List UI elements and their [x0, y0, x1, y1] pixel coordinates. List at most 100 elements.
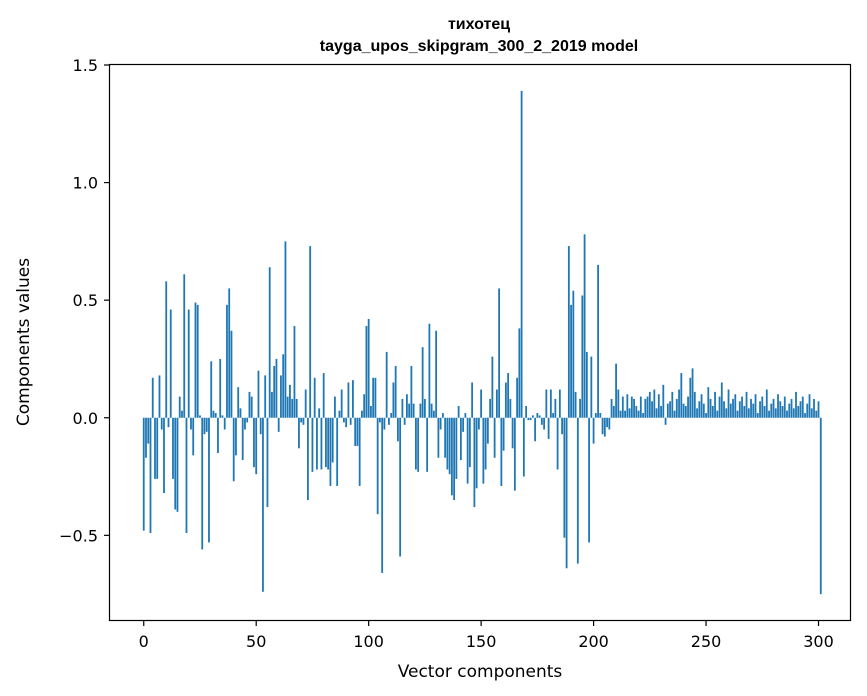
bar-290	[795, 391, 797, 418]
bar-187	[563, 417, 566, 538]
bar-214	[624, 410, 626, 418]
bar-219	[635, 406, 638, 418]
bar-237	[675, 398, 678, 418]
bar-158	[498, 288, 501, 418]
bar-293	[801, 396, 804, 418]
bar-139	[455, 417, 458, 479]
plot-frame	[108, 63, 852, 622]
bar-152	[484, 417, 487, 470]
bar-255	[716, 410, 719, 418]
bar-35	[221, 415, 224, 418]
bar-114	[399, 417, 402, 557]
bar-135	[446, 417, 449, 470]
bar-54	[264, 375, 267, 418]
bar-77	[316, 417, 318, 470]
bar-25	[199, 415, 201, 418]
bar-17	[181, 410, 183, 418]
bar-84	[331, 417, 334, 463]
bar-257	[720, 382, 723, 418]
bar-269	[747, 408, 750, 418]
bar-99	[365, 326, 368, 418]
bar-292	[799, 401, 802, 418]
bar-124	[421, 347, 424, 418]
bar-19	[185, 417, 188, 533]
bar-143	[464, 413, 467, 418]
bar-283	[779, 401, 782, 418]
bar-107	[383, 417, 386, 430]
bar-298	[813, 398, 815, 418]
bar-270	[750, 398, 752, 418]
bar-194	[579, 398, 581, 418]
bar-111	[392, 382, 395, 418]
bar-168	[520, 90, 523, 418]
bar-277	[765, 389, 768, 418]
bar-87	[338, 410, 341, 418]
bar-140	[457, 406, 460, 418]
bar-190	[570, 304, 572, 418]
bar-230	[660, 406, 662, 418]
bar-169	[522, 417, 525, 477]
bar-24	[196, 304, 199, 418]
bar-287	[788, 403, 791, 418]
bar-11	[167, 417, 170, 428]
bar-225	[648, 391, 651, 418]
bar-0	[142, 417, 145, 531]
bar-205	[603, 417, 606, 437]
bar-278	[768, 410, 770, 418]
bar-193	[576, 417, 579, 564]
bar-216	[628, 408, 631, 418]
bar-69	[298, 417, 300, 449]
bar-67	[293, 326, 296, 418]
bar-296	[808, 394, 811, 418]
x-tick-label-50: 50	[246, 632, 266, 651]
bar-294	[804, 413, 806, 418]
bar-94	[354, 417, 357, 446]
bar-157	[495, 389, 498, 418]
bar-71	[302, 417, 305, 425]
bar-223	[644, 398, 647, 418]
bar-93	[352, 380, 354, 418]
bar-61	[280, 375, 282, 418]
bar-185	[558, 389, 561, 418]
bar-4	[151, 377, 154, 418]
bar-288	[790, 398, 793, 418]
bar-31	[212, 410, 215, 418]
bar-234	[669, 401, 671, 418]
bar-22	[192, 417, 195, 456]
bar-201	[594, 413, 597, 418]
bar-10	[165, 281, 168, 418]
bar-138	[453, 417, 456, 501]
bar-177	[540, 417, 543, 425]
bar-249	[702, 403, 705, 418]
bar-199	[590, 356, 593, 418]
bar-74	[309, 246, 312, 418]
bar-179	[545, 389, 548, 418]
bar-227	[653, 389, 656, 418]
bar-150	[480, 389, 483, 418]
bar-81	[325, 417, 327, 468]
y-tick-label-4: 1.5	[73, 56, 98, 75]
y-tick-label-1: 0.0	[73, 409, 98, 428]
bar-147	[473, 417, 476, 508]
bar-148	[475, 417, 478, 489]
bar-246	[696, 408, 698, 418]
bar-28	[205, 417, 208, 432]
bar-85	[334, 396, 336, 418]
bar-127	[428, 323, 431, 418]
bar-253	[711, 406, 714, 418]
bar-197	[585, 351, 588, 418]
bar-195	[581, 295, 584, 418]
bar-50	[255, 417, 258, 475]
bar-131	[437, 417, 440, 458]
bar-202	[597, 264, 599, 418]
bar-123	[419, 403, 422, 418]
bar-126	[426, 417, 429, 472]
y-axis-ticks: −0.5 0.0 0.5 1.0 1.5	[59, 56, 110, 545]
bar-196	[583, 234, 586, 418]
bar-121	[415, 417, 417, 470]
bar-5	[154, 417, 156, 479]
bar-151	[482, 417, 485, 484]
bar-208	[610, 398, 613, 418]
bar-96	[358, 417, 361, 486]
bar-300	[817, 401, 820, 418]
